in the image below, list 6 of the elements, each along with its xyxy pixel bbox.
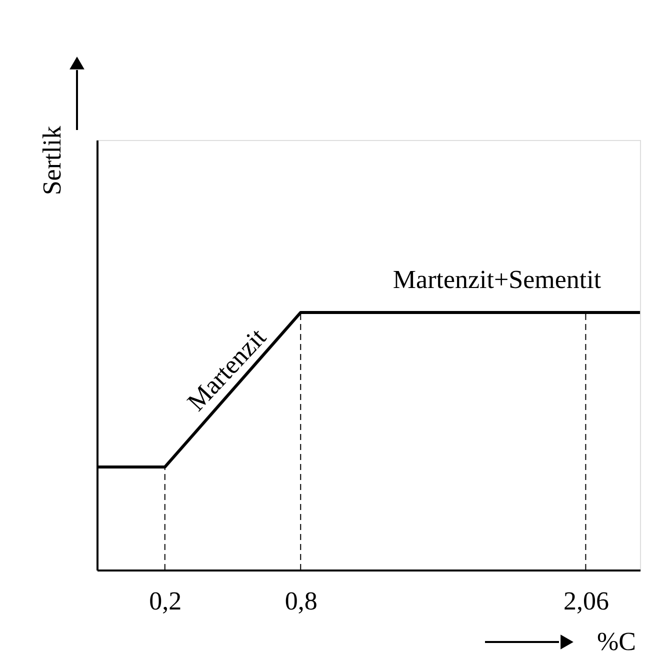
x-axis-title: %C [597, 627, 636, 656]
x-tick-label: 0,2 [149, 586, 182, 616]
x-tick-label: 0,8 [284, 586, 318, 616]
y-axis-title: Sertlik [38, 126, 66, 196]
x-tick-label: 2,06 [563, 586, 609, 616]
text: Martenzit+Sementit [392, 265, 602, 294]
